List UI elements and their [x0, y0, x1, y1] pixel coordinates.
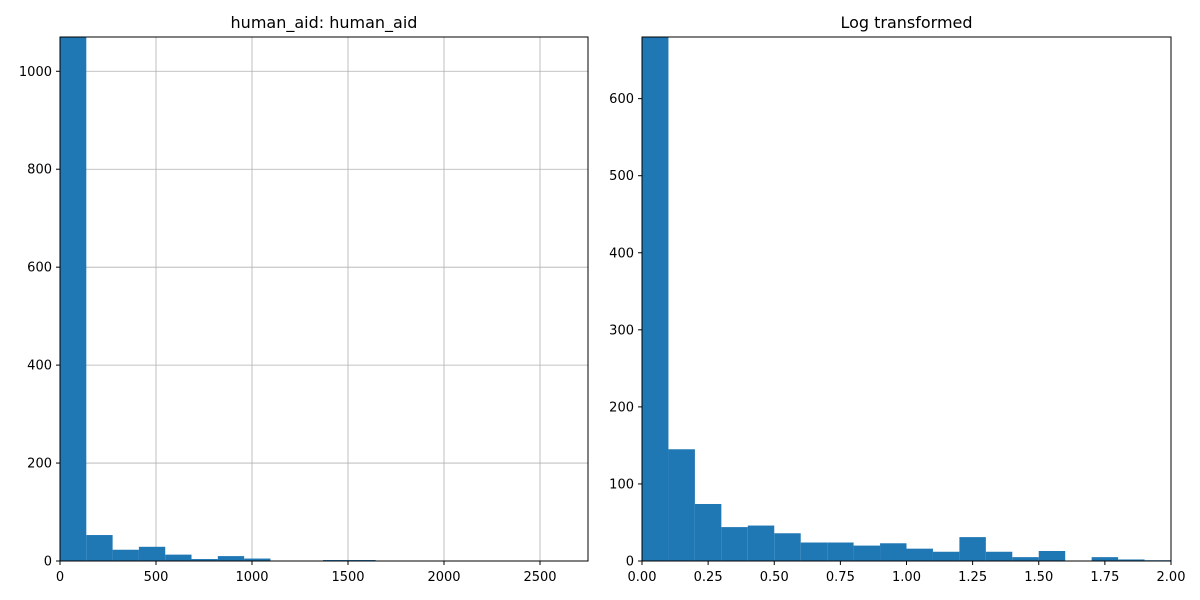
- raw-axes-frame: [59, 36, 589, 562]
- raw-y-tick-label-4: 800: [27, 163, 52, 178]
- raw-y-tick-label-0: 0: [44, 555, 52, 570]
- log-axes-frame: [641, 36, 1172, 562]
- log-x-tick-label-7: 1.75: [1090, 570, 1119, 585]
- log-x-tick-label-4: 1.00: [892, 570, 921, 585]
- log-histogram-bar-11: [932, 551, 960, 561]
- log-chart-title: Log transformed: [840, 13, 972, 32]
- raw-y-tick-label-3: 600: [27, 261, 52, 276]
- log-y-tick-label-3: 300: [609, 323, 634, 338]
- log-histogram-bar-3: [721, 527, 748, 561]
- log-x-tick-label-6: 1.50: [1024, 570, 1053, 585]
- log-y-tick-label-2: 200: [609, 400, 634, 415]
- raw-histogram-bar-4: [165, 554, 192, 561]
- raw-x-tick-label-0: 0: [56, 570, 64, 585]
- log-x-tick-label-5: 1.25: [958, 570, 987, 585]
- log-histogram-bar-1: [668, 449, 695, 561]
- log-histogram-bar-12: [959, 537, 986, 561]
- raw-histogram-bar-1: [86, 535, 113, 561]
- log-y-tick-label-0: 0: [626, 555, 634, 570]
- raw-x-tick-label-5: 2500: [523, 570, 556, 585]
- log-x-tick-label-2: 0.50: [760, 570, 789, 585]
- log-histogram-bar-13: [985, 551, 1013, 561]
- log-y-tick-label-1: 100: [609, 477, 634, 492]
- raw-y-tick-label-2: 400: [27, 359, 52, 374]
- log-x-tick-label-8: 2.00: [1157, 570, 1186, 585]
- log-x-tick-label-3: 0.75: [826, 570, 855, 585]
- log-histogram-panel: 0.00 0.25 0.50 0.75 1.00 1.25 1.50 1.75 2.00 0 100…: [609, 13, 1185, 585]
- raw-y-tick-label-1: 200: [27, 457, 52, 472]
- log-histogram-bar-15: [1038, 550, 1066, 561]
- log-histogram-bar-9: [880, 543, 907, 561]
- raw-histogram-bar-3: [138, 546, 166, 561]
- log-histogram-bar-7: [827, 542, 854, 561]
- log-histogram-bar-2: [694, 503, 722, 561]
- log-x-tick-label-1: 0.25: [694, 570, 723, 585]
- log-histogram-bar-10: [906, 548, 933, 561]
- log-histogram-bar-18: [1118, 559, 1145, 561]
- log-histogram-bar-5: [774, 533, 801, 561]
- log-histogram-bar-17: [1091, 557, 1119, 561]
- raw-x-tick-label-4: 2000: [427, 570, 460, 585]
- raw-x-tick-label-2: 1000: [235, 570, 268, 585]
- raw-histogram-bar-5: [191, 559, 218, 561]
- raw-x-tick-label-1: 500: [144, 570, 169, 585]
- log-x-tick-label-0: 0.00: [628, 570, 657, 585]
- raw-histogram-bar-2: [112, 549, 139, 561]
- log-histogram-bar-4: [747, 525, 775, 561]
- log-histogram-bar-6: [800, 542, 828, 561]
- log-histogram-bar-8: [853, 545, 881, 561]
- raw-histogram-bar-0: [60, 37, 87, 561]
- raw-chart-title: human_aid: human_aid: [231, 13, 418, 33]
- raw-x-tick-label-3: 1500: [331, 570, 364, 585]
- raw-histogram-bar-7: [244, 558, 271, 561]
- log-histogram-bar-14: [1012, 557, 1039, 561]
- raw-histogram-panel: 0 500 1000 1500 2000 2500 0 200 400 600 800 1000 hum…: [19, 13, 589, 585]
- log-y-tick-label-6: 600: [609, 92, 634, 107]
- raw-histogram-bar-6: [217, 556, 245, 561]
- log-y-tick-label-4: 400: [609, 246, 634, 261]
- log-histogram-bar-0: [642, 37, 669, 561]
- log-y-tick-label-5: 500: [609, 169, 634, 184]
- raw-y-tick-label-5: 1000: [19, 65, 52, 80]
